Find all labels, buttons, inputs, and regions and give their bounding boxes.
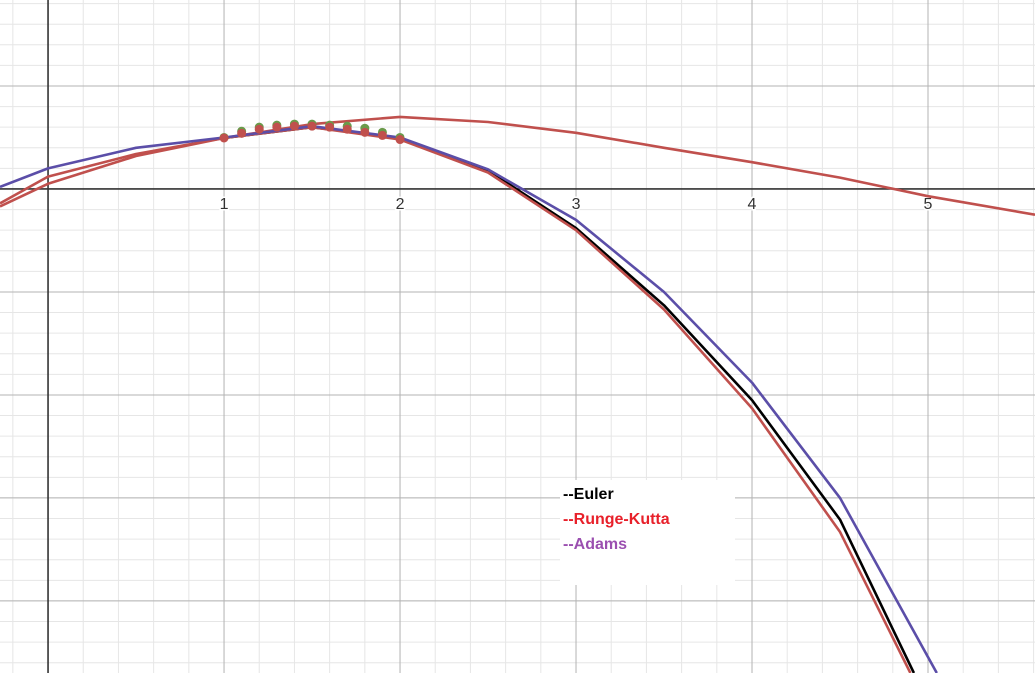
curve [223,125,916,673]
x-tick-label: 3 [572,196,581,213]
point [307,121,317,131]
legend-box [560,480,735,585]
point [325,122,335,132]
point [289,121,299,131]
point [219,133,229,143]
legend-entry: --Euler [563,486,614,503]
curve [0,124,938,673]
point [237,128,247,138]
curve [0,125,912,673]
point [272,122,282,132]
point [254,124,264,134]
x-tick-label: 1 [220,196,229,213]
legend-entry: --Runge-Kutta [563,511,670,528]
point [360,127,370,137]
x-tick-label: 5 [924,196,933,213]
curve [0,115,1035,216]
x-tick-label: 4 [748,196,757,213]
point [377,130,387,140]
point [342,124,352,134]
legend-entry: --Adams [563,536,627,553]
point [395,135,405,145]
x-tick-label: 2 [396,196,405,213]
